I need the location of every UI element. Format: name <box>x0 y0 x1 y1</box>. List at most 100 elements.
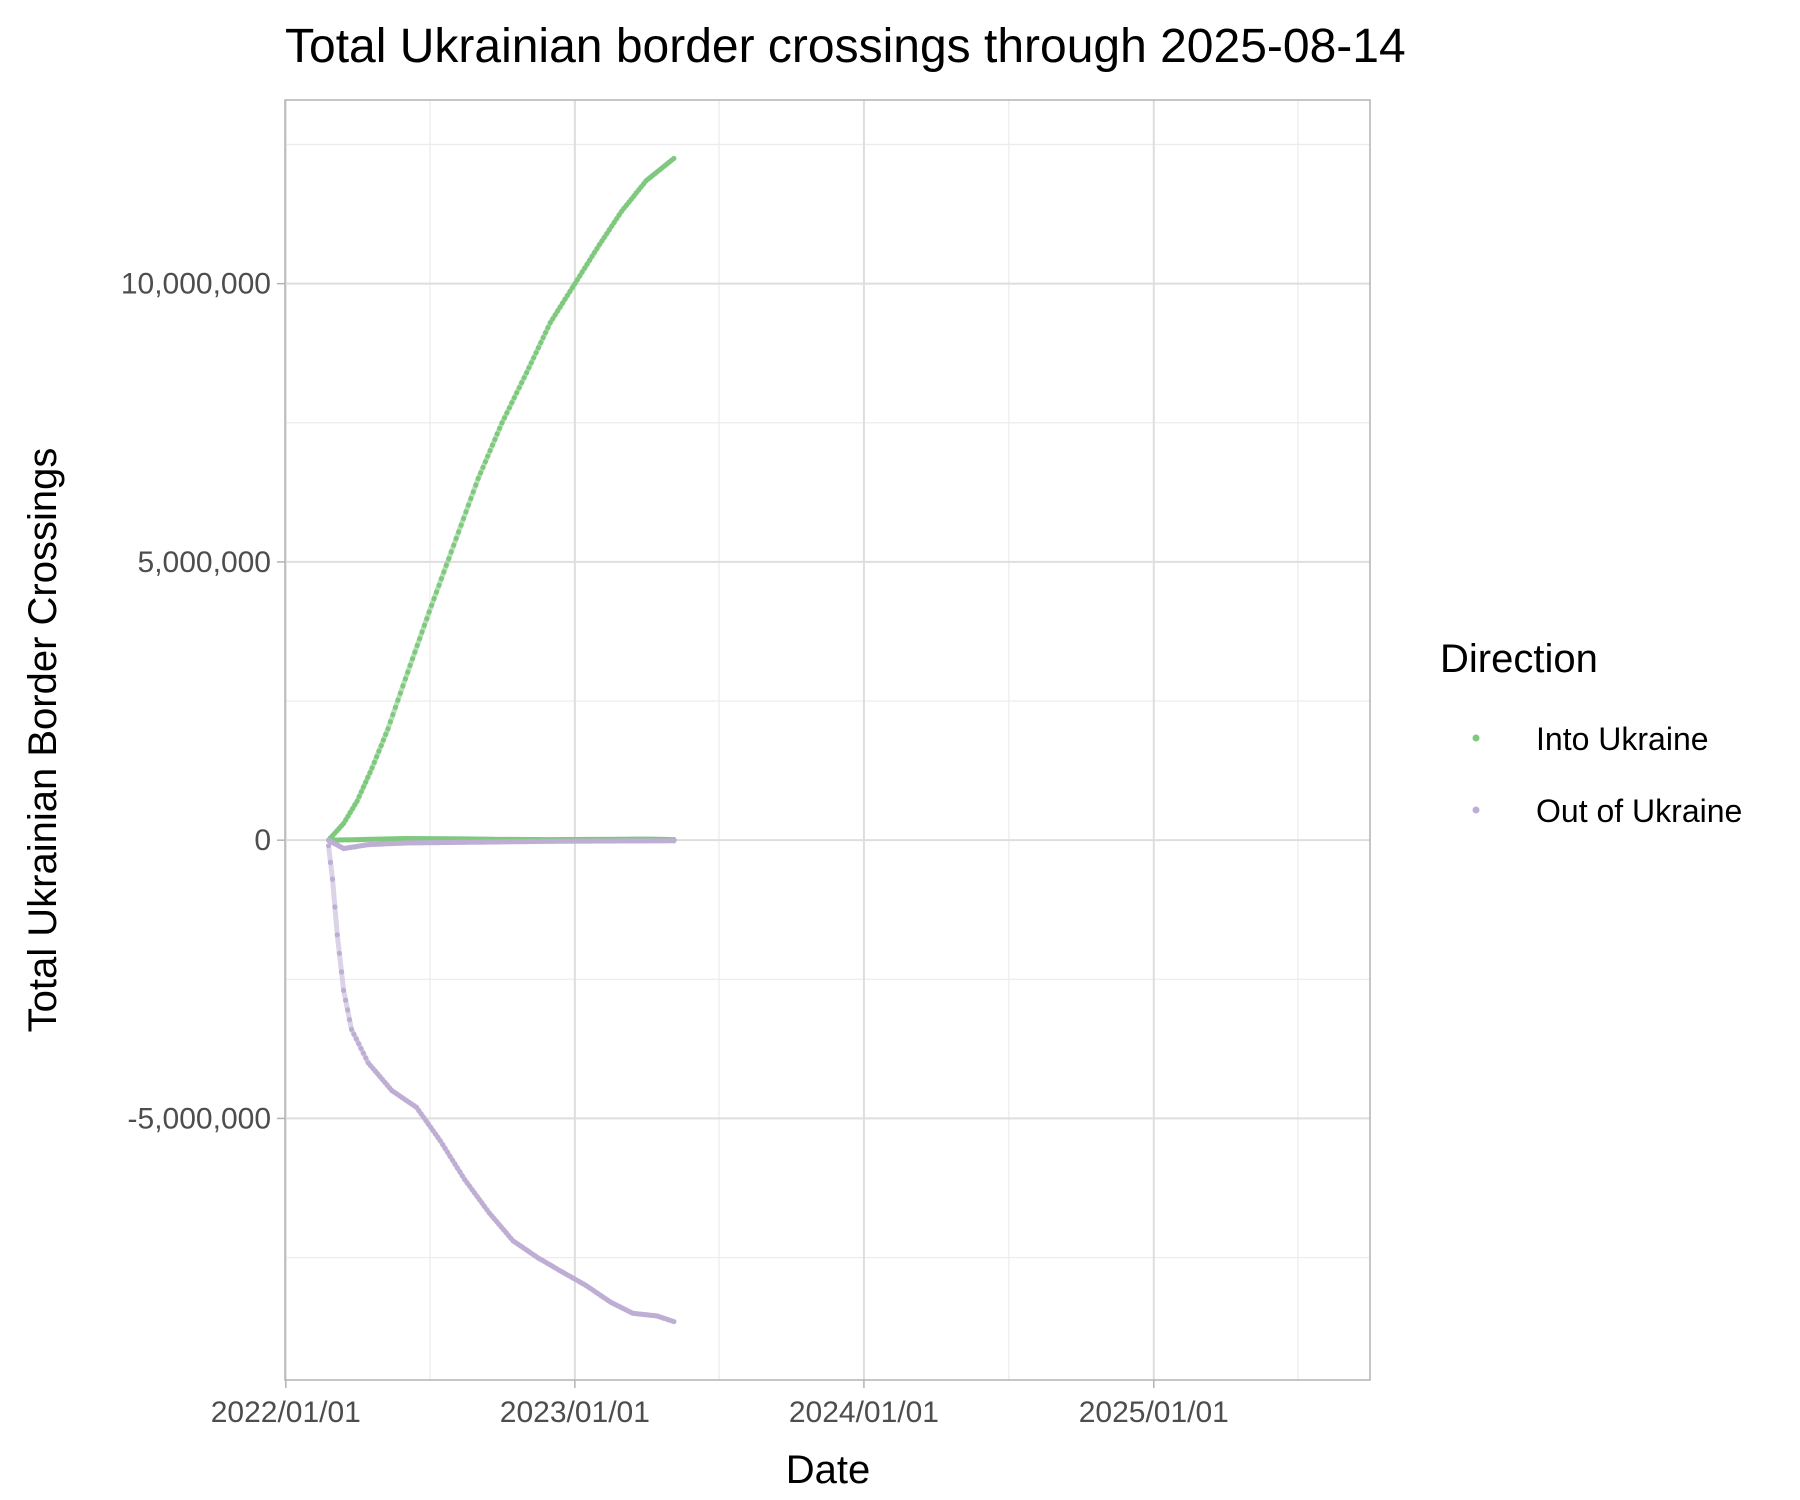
legend-label-out-of-ukraine: Out of Ukraine <box>1536 793 1742 829</box>
data-point <box>338 969 345 975</box>
data-point <box>353 1036 359 1042</box>
data-point <box>459 1173 465 1179</box>
legend: Direction Into Ukraine Out of Ukraine <box>1440 637 1742 829</box>
data-point <box>499 420 505 426</box>
data-point <box>395 697 401 703</box>
data-point <box>374 754 380 760</box>
data-point <box>447 1153 453 1159</box>
data-point <box>492 436 498 443</box>
data-point <box>470 489 476 495</box>
data-point <box>567 288 573 294</box>
data-point <box>346 1017 353 1023</box>
data-point <box>356 793 362 800</box>
data-point <box>509 400 515 406</box>
data-point <box>367 770 373 776</box>
data-point <box>441 569 447 575</box>
data-point <box>596 242 603 248</box>
data-point <box>414 642 420 649</box>
data-point <box>446 556 452 562</box>
data-point <box>540 335 546 341</box>
data-point <box>376 748 382 754</box>
data-point <box>343 817 349 823</box>
data-point <box>334 932 340 938</box>
data-point <box>327 859 334 866</box>
data-point <box>363 1055 369 1061</box>
data-point <box>516 385 522 391</box>
data-point <box>380 737 386 743</box>
x-tick-label: 2024/01/01 <box>789 1396 939 1429</box>
data-point <box>616 212 622 218</box>
data-point <box>390 712 396 718</box>
data-point <box>564 292 571 298</box>
data-point <box>419 629 425 635</box>
data-point <box>463 509 469 515</box>
data-point <box>383 731 389 738</box>
data-point <box>519 380 525 386</box>
data-point <box>489 442 496 448</box>
legend-label-into-ukraine: Into Ukraine <box>1536 721 1709 757</box>
data-point <box>504 410 510 416</box>
data-point <box>387 719 393 725</box>
data-point <box>506 405 512 411</box>
data-point <box>468 495 474 502</box>
data-point <box>445 1149 451 1155</box>
data-point <box>332 904 338 910</box>
series-into-ukraine <box>326 155 677 843</box>
data-point <box>336 950 342 956</box>
data-point <box>497 425 503 431</box>
data-point <box>431 596 437 602</box>
y-tick-label: 10,000,000 <box>121 268 271 301</box>
data-point <box>407 662 413 669</box>
data-point <box>343 997 349 1003</box>
data-point <box>671 1318 677 1325</box>
data-point <box>451 542 457 548</box>
data-point <box>442 1145 448 1152</box>
data-point <box>594 246 600 252</box>
data-point <box>487 448 493 454</box>
x-tick-label: 2022/01/01 <box>211 1396 361 1429</box>
data-point <box>365 774 371 781</box>
series-out-of-ukraine <box>326 843 677 1325</box>
data-point <box>482 459 488 465</box>
data-point <box>352 802 358 808</box>
data-point <box>587 257 593 263</box>
x-axis-title: Date <box>786 1448 871 1492</box>
data-point <box>329 876 336 882</box>
data-series <box>326 155 677 1325</box>
data-point <box>358 1045 364 1052</box>
data-point <box>528 360 534 366</box>
data-point <box>475 475 481 481</box>
data-point <box>360 1050 366 1056</box>
data-point <box>562 296 568 302</box>
data-point <box>485 453 491 459</box>
data-point <box>614 216 620 222</box>
data-point <box>524 370 530 376</box>
data-point <box>443 562 449 568</box>
data-point <box>521 375 527 381</box>
data-point <box>465 502 471 508</box>
data-point <box>436 582 442 588</box>
data-point <box>348 1026 355 1032</box>
data-point <box>405 669 411 675</box>
data-point <box>501 415 508 421</box>
data-point <box>533 350 539 356</box>
data-point <box>402 676 408 682</box>
data-point <box>604 231 610 237</box>
data-point <box>671 155 677 162</box>
data-point <box>369 765 375 771</box>
data-point <box>545 325 551 331</box>
data-point <box>412 649 418 655</box>
data-point <box>341 987 347 994</box>
data-point <box>417 636 423 642</box>
data-point <box>671 838 677 844</box>
data-point <box>526 365 532 371</box>
data-point <box>345 1007 351 1013</box>
data-point <box>426 609 432 615</box>
y-axis-ticks: -5,000,000 0 5,000,000 10,000,000 <box>121 268 285 1135</box>
plot-panel-border <box>284 99 1371 1381</box>
data-point <box>574 277 580 283</box>
y-tick-label: 0 <box>254 824 271 857</box>
data-point <box>552 312 558 318</box>
data-point <box>458 522 464 528</box>
data-point <box>429 602 435 608</box>
